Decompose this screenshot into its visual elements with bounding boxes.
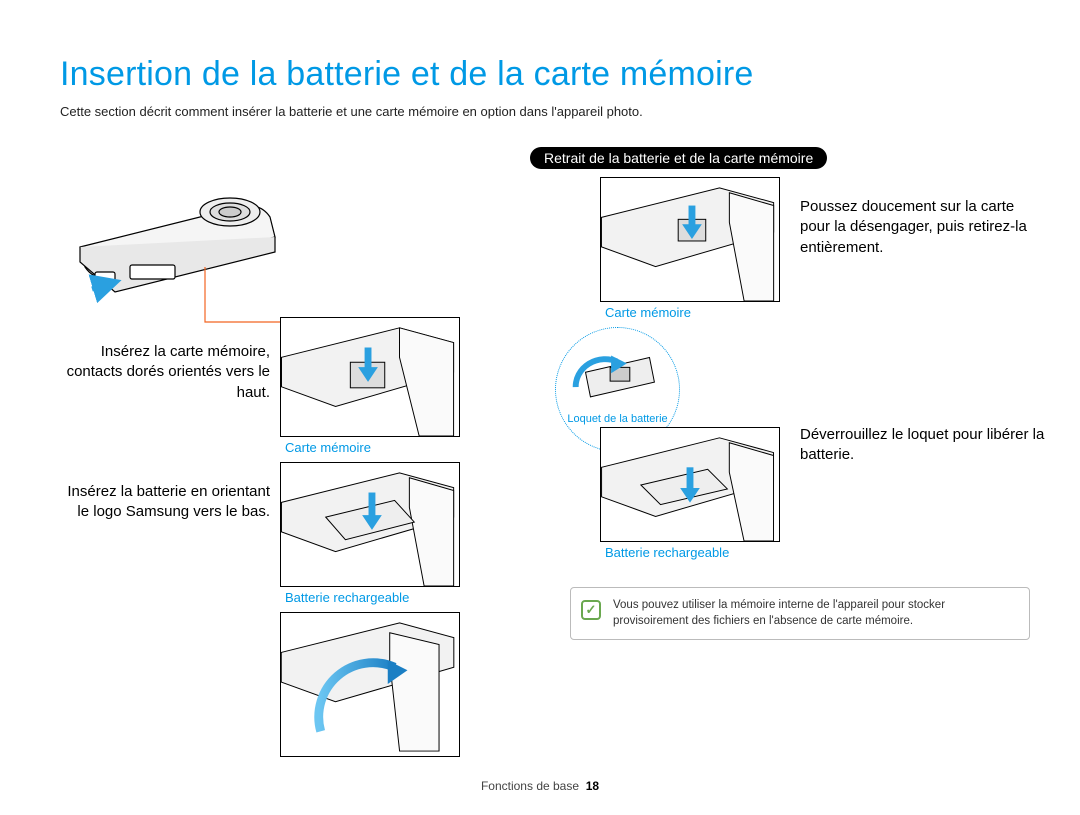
footer-section: Fonctions de base	[481, 779, 579, 793]
push-card-instruction: Poussez doucement sur la carte pour la d…	[800, 197, 1035, 258]
caption-battery-left: Batterie rechargeable	[285, 590, 409, 605]
content-area: Insérez la carte mémoire, contacts dorés…	[60, 147, 1020, 747]
note-text: Vous pouvez utiliser la mémoire interne …	[613, 599, 945, 627]
caption-battery-right: Batterie rechargeable	[605, 545, 729, 560]
unlock-latch-instruction: Déverrouillez le loquet pour libérer la …	[800, 425, 1050, 466]
note-icon: ✓	[581, 600, 601, 620]
insert-card-instruction: Insérez la carte mémoire, contacts dorés…	[60, 342, 270, 403]
diagram-remove-card	[600, 177, 780, 302]
caption-card-left: Carte mémoire	[285, 440, 371, 455]
insert-battery-instruction: Insérez la batterie en orientant le logo…	[60, 482, 270, 523]
removal-section-header: Retrait de la batterie et de la carte mé…	[530, 147, 827, 169]
footer-page-number: 18	[586, 779, 599, 793]
note-box: ✓ Vous pouvez utiliser la mémoire intern…	[570, 587, 1030, 640]
intro-text: Cette section décrit comment insérer la …	[60, 104, 1020, 119]
page-title: Insertion de la batterie et de la carte …	[60, 55, 1020, 94]
caption-card-right: Carte mémoire	[605, 305, 691, 320]
diagram-remove-battery	[600, 427, 780, 542]
diagram-insert-battery	[280, 462, 460, 587]
page-footer: Fonctions de base 18	[0, 779, 1080, 793]
diagram-close-door	[280, 612, 460, 757]
diagram-insert-card	[280, 317, 460, 437]
